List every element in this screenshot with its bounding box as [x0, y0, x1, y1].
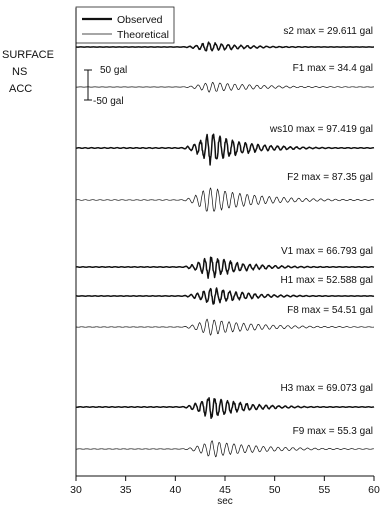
- legend: Observed Theoretical: [75, 6, 175, 44]
- legend-label-observed: Observed: [117, 14, 163, 26]
- trace-label-h1: H1 max = 52.588 gal: [280, 275, 373, 286]
- trace-f8: [75, 318, 374, 336]
- x-tick-label-55: 55: [318, 484, 330, 496]
- scale-bar: 50 gal -50 gal: [84, 65, 127, 107]
- trace-ws10: [75, 133, 375, 166]
- title-line-surface: SURFACE: [2, 49, 54, 61]
- trace-f1: [76, 81, 374, 93]
- x-tick-label-35: 35: [120, 484, 132, 496]
- trace-v1: [75, 256, 375, 279]
- trace-label-s2: s2 max = 29.611 gal: [283, 26, 373, 37]
- trace-f9: [76, 440, 374, 458]
- x-tick-label-40: 40: [169, 484, 181, 496]
- x-axis-ticks: 30 35 40 45 50 55 60: [70, 476, 380, 496]
- scale-bar-top-label: 50 gal: [100, 65, 127, 76]
- trace-label-f1: F1 max = 34.4 gal: [293, 63, 373, 74]
- title-line-acc: ACC: [9, 83, 32, 95]
- x-tick-label-30: 30: [70, 484, 82, 496]
- trace-label-h3: H3 max = 69.073 gal: [280, 383, 373, 394]
- trace-h1: [75, 287, 375, 305]
- trace-label-v1: V1 max = 66.793 gal: [281, 246, 373, 257]
- x-axis-title: sec: [217, 496, 233, 507]
- trace-label-f9: F9 max = 55.3 gal: [293, 426, 373, 437]
- x-tick-label-60: 60: [368, 484, 380, 496]
- trace-f2: [75, 187, 375, 212]
- scale-bar-bottom-label: -50 gal: [93, 96, 124, 107]
- trace-label-f2: F2 max = 87.35 gal: [287, 172, 373, 183]
- trace-label-f8: F8 max = 54.51 gal: [287, 305, 373, 316]
- trace-label-ws10: ws10 max = 97.419 gal: [269, 124, 373, 135]
- trace-h3: [75, 397, 375, 420]
- legend-label-theoretical: Theoretical: [117, 29, 169, 41]
- trace-labels: s2 max = 29.611 gal F1 max = 34.4 gal ws…: [269, 26, 373, 437]
- x-tick-label-45: 45: [219, 484, 231, 496]
- traces: [75, 41, 375, 458]
- trace-s2: [75, 41, 375, 52]
- title-line-ns: NS: [12, 66, 27, 78]
- x-tick-label-50: 50: [269, 484, 281, 496]
